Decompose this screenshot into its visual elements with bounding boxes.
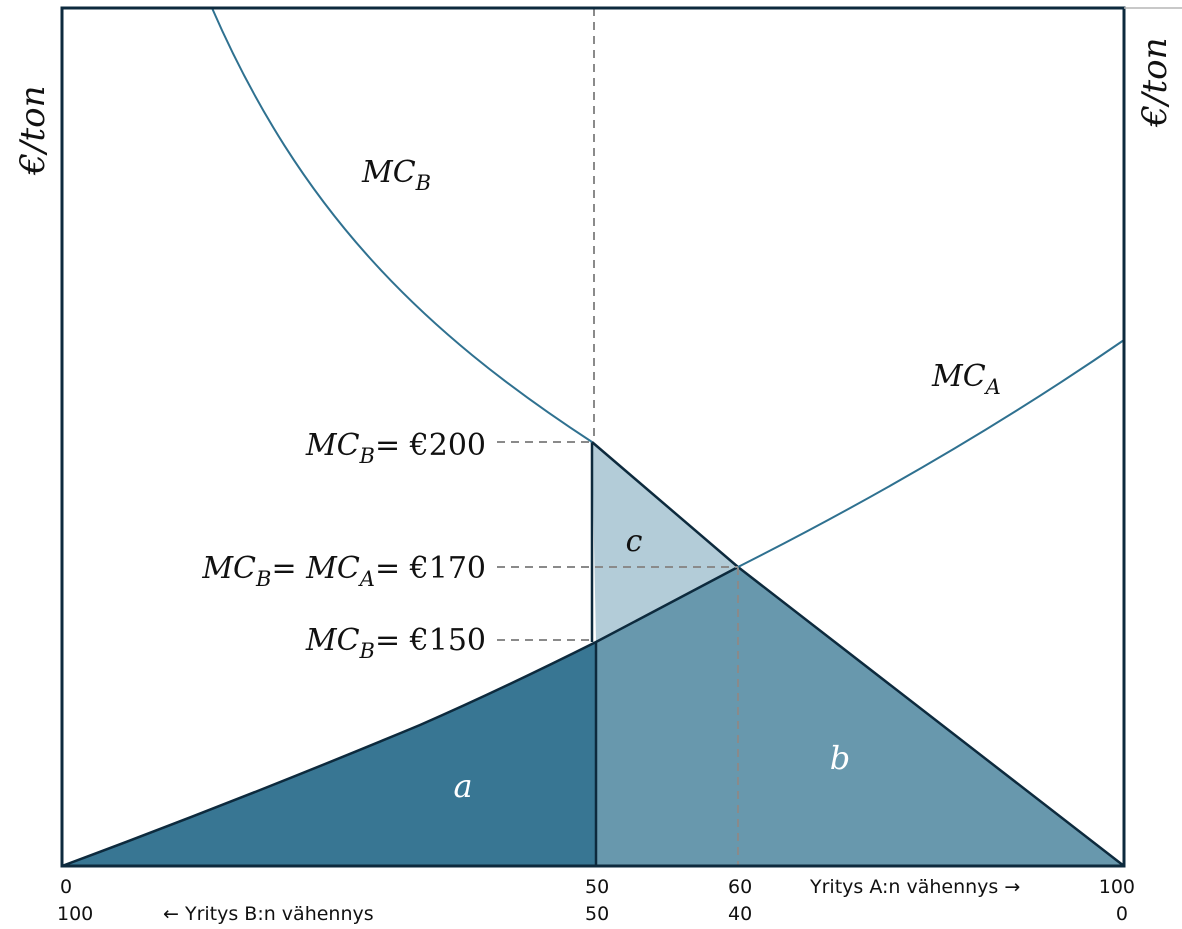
price-label-200: MCB= €200 (305, 428, 486, 468)
price-label-170: MCB= MCA= €170 (201, 551, 486, 591)
price-label-150: MCB= €150 (305, 623, 486, 663)
tick-b-50: 50 (585, 903, 609, 925)
area-b (596, 567, 1124, 866)
plot-frame (60, 6, 1126, 868)
mc-b-label: MCB (361, 155, 431, 195)
mc-b-curve (211, 7, 593, 443)
tick-a-100: 100 (1099, 876, 1135, 898)
area-a-label: a (453, 767, 472, 805)
firm-a-axis-label: Yritys A:n vähennys → (809, 876, 1020, 898)
mc-a-curve (737, 339, 1125, 568)
tick-a-0: 0 (60, 876, 72, 898)
guide-lines (497, 8, 739, 866)
tick-a-50: 50 (585, 876, 609, 898)
area-outline (61, 441, 1125, 868)
area-c-label: c (626, 524, 643, 559)
tick-b-100: 100 (57, 903, 93, 925)
right-y-axis-label: €/ton (1135, 37, 1175, 127)
area-c (592, 442, 738, 642)
tick-a-60: 60 (728, 876, 752, 898)
left-y-axis-label: €/ton (13, 85, 53, 175)
mc-a-label: MCA (931, 359, 1001, 399)
area-a (62, 642, 596, 866)
area-b-label: b (830, 739, 850, 777)
tick-b-40: 40 (728, 903, 752, 925)
firm-b-axis-label: ← Yritys B:n vähennys (163, 903, 374, 925)
tick-b-0: 0 (1116, 903, 1128, 925)
